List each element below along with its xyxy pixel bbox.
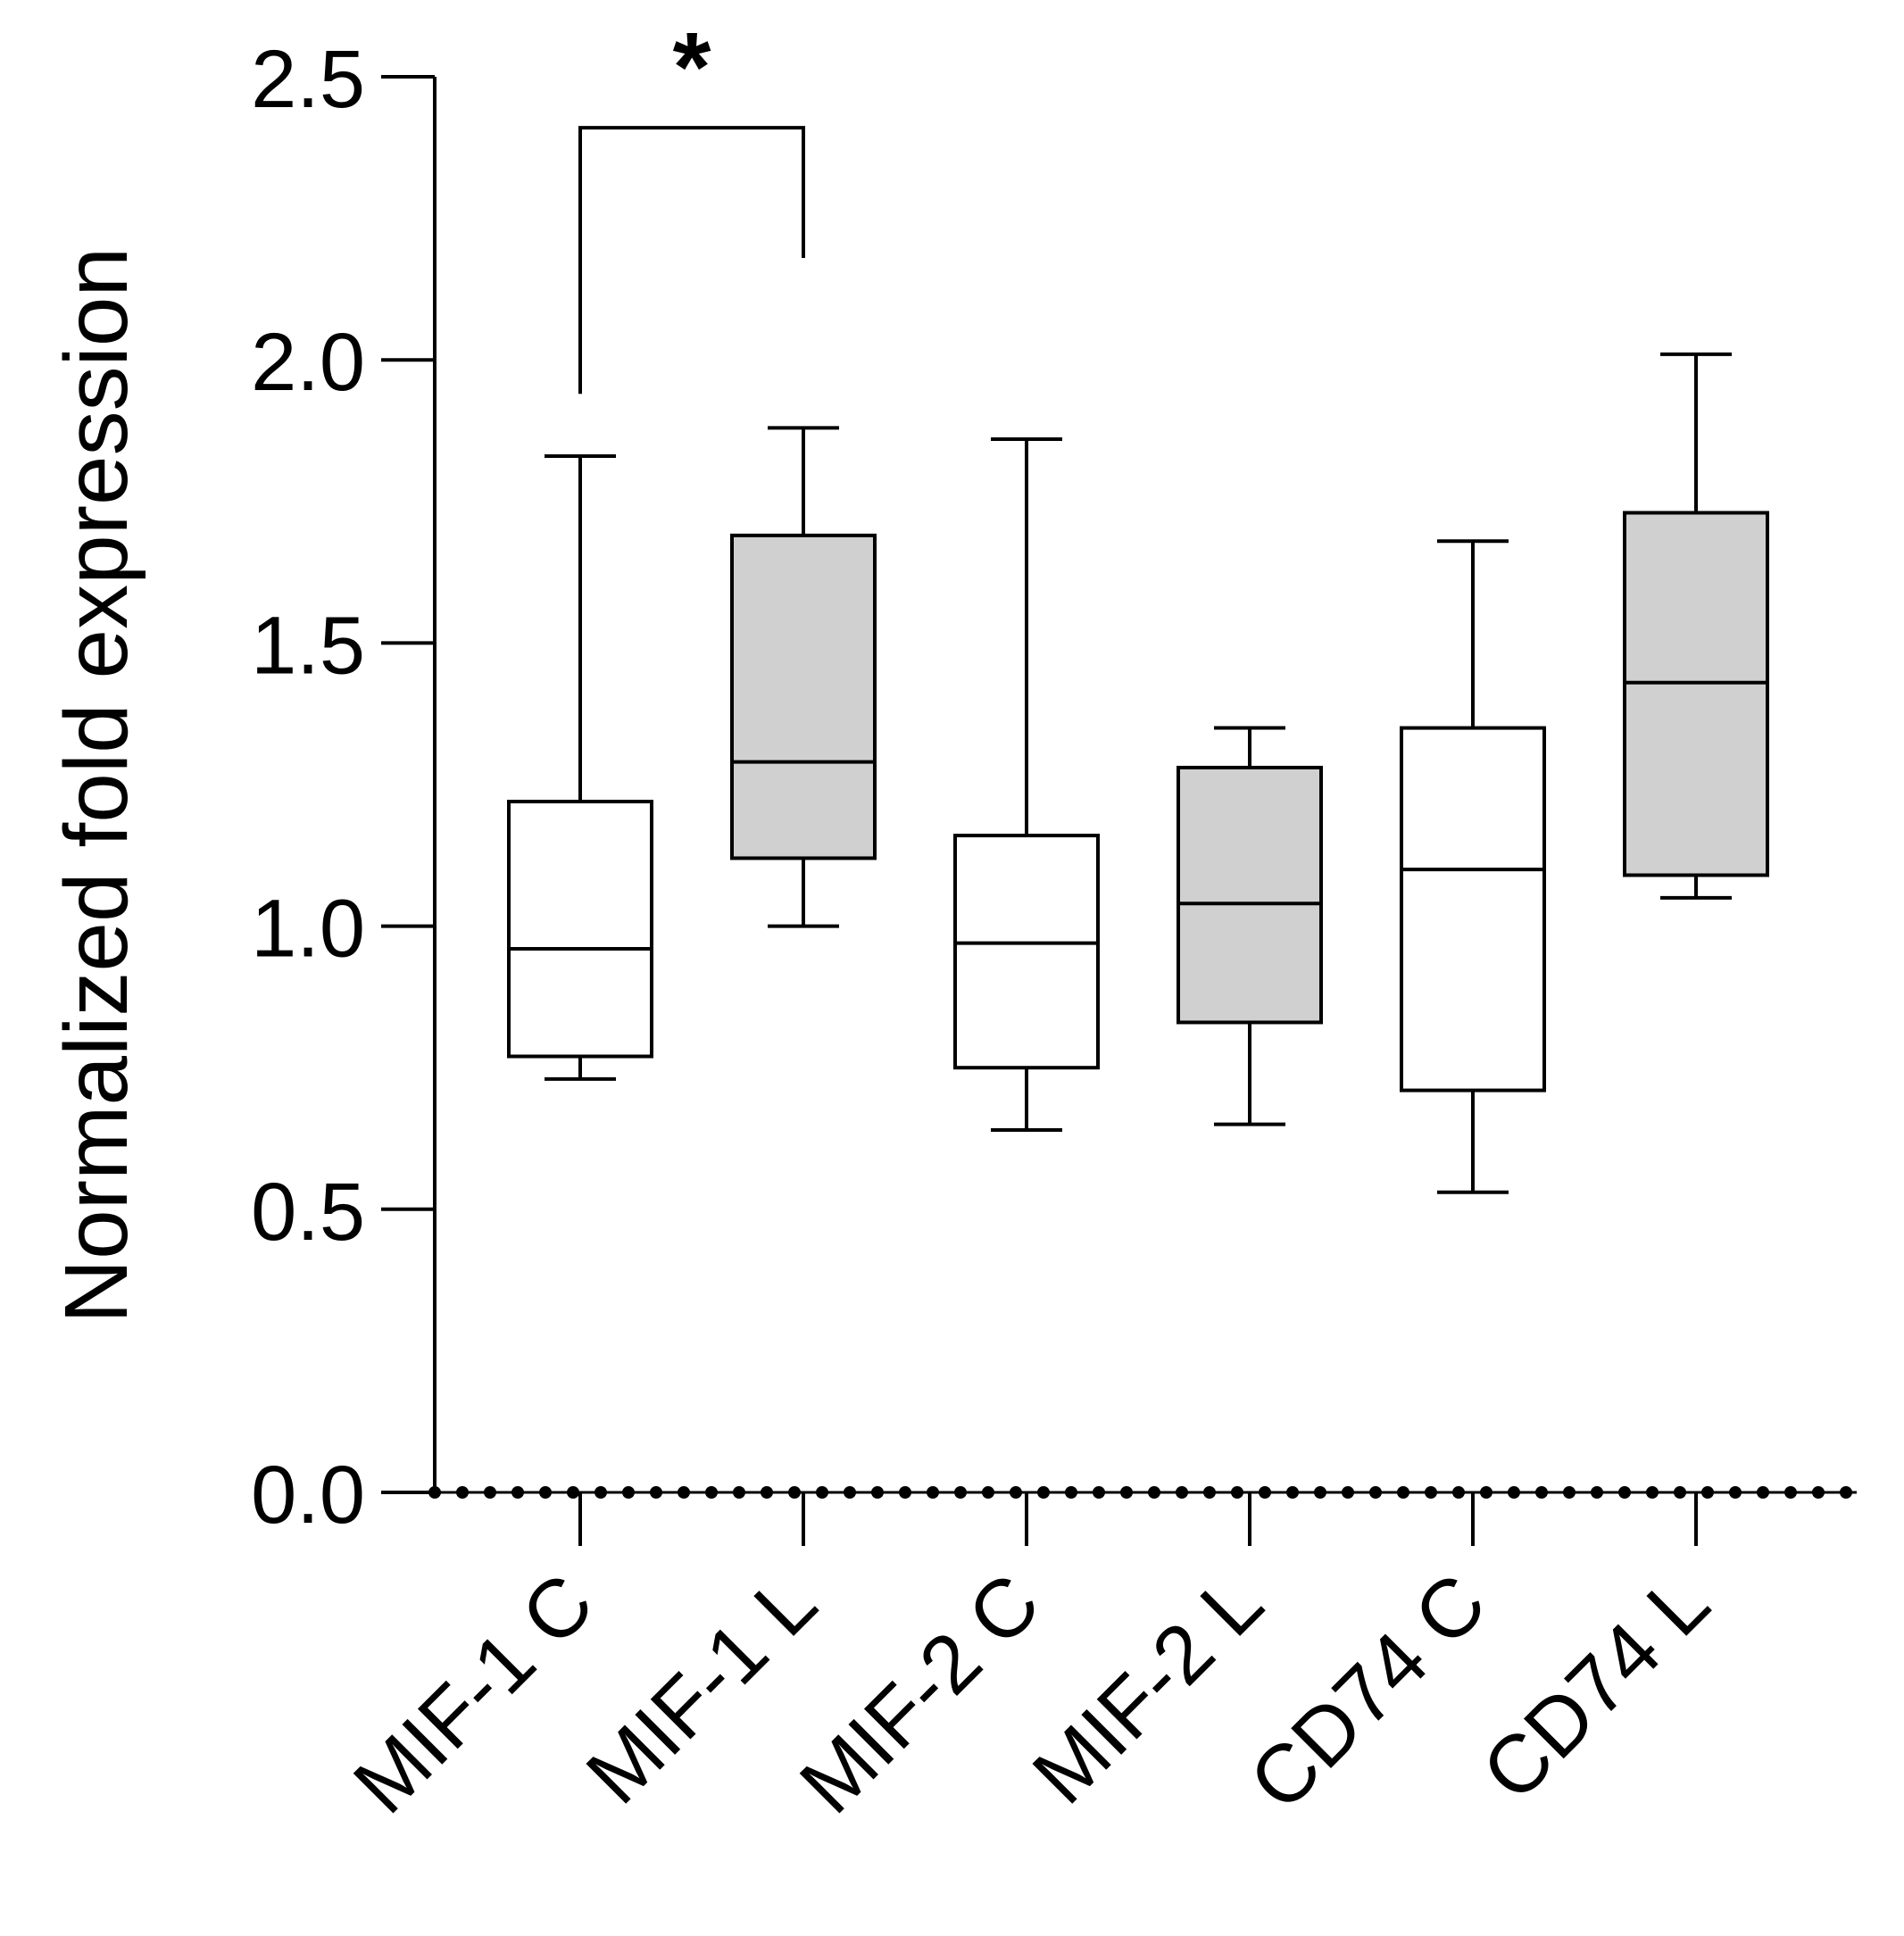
y-tick-label-1: 0.5 — [251, 1167, 365, 1258]
category-label-2: MIF-2 C — [783, 1557, 1057, 1831]
box-0 — [507, 454, 653, 1081]
boxes — [507, 352, 1769, 1194]
box-0-iqr — [507, 800, 653, 1059]
category-label-5: CD74 L — [1465, 1557, 1726, 1818]
box-3-iqr — [1176, 765, 1323, 1025]
box-2-iqr — [953, 834, 1100, 1070]
category-label-3: MIF-2 L — [1016, 1557, 1280, 1821]
box-5 — [1623, 352, 1769, 900]
y-axis-label-group: Normalized fold expression — [46, 247, 146, 1324]
x-axis-ticks — [578, 1492, 1698, 1546]
box-4-iqr — [1400, 726, 1546, 1093]
box-5-iqr — [1623, 511, 1769, 877]
box-4 — [1400, 539, 1546, 1194]
y-tick-label-2: 1.0 — [251, 884, 365, 975]
significance-bracket-0 — [578, 126, 805, 395]
significance-label-0: * — [673, 12, 711, 122]
box-1-iqr — [730, 533, 877, 860]
category-label-1: MIF-1 L — [570, 1557, 834, 1821]
box-3 — [1176, 726, 1323, 1126]
significance-annotations: * — [578, 12, 805, 395]
box-1 — [730, 426, 877, 928]
y-axis-label: Normalized fold expression — [46, 247, 146, 1324]
category-label-4: CD74 C — [1233, 1557, 1504, 1828]
box-2 — [953, 437, 1100, 1132]
y-tick-label-3: 1.5 — [251, 600, 365, 691]
category-label-0: MIF-1 C — [337, 1557, 611, 1831]
y-tick-label-5: 2.5 — [251, 34, 365, 125]
y-axis: 0.0 0.5 1.0 1.5 2.0 2.5 — [251, 34, 437, 1541]
y-tick-label-4: 2.0 — [251, 317, 365, 408]
y-tick-label-0: 0.0 — [251, 1450, 365, 1541]
